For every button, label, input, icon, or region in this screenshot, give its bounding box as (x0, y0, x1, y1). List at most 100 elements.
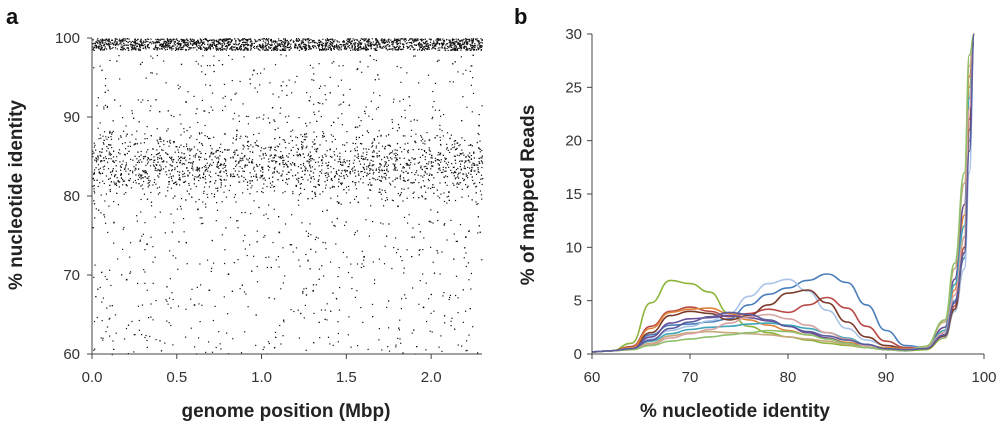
scatter-point (370, 159, 372, 161)
scatter-point (159, 170, 161, 172)
scatter-point (336, 43, 338, 45)
scatter-point (424, 38, 426, 40)
scatter-point (407, 179, 410, 181)
scatter-point (212, 109, 214, 111)
scatter-point (92, 156, 94, 158)
scatter-point (469, 38, 471, 40)
scatter-point (176, 45, 178, 47)
scatter-point (274, 166, 276, 168)
scatter-point (150, 38, 152, 40)
scatter-point (400, 67, 402, 69)
scatter-point (359, 39, 361, 41)
scatter-point (186, 190, 188, 192)
scatter-point (331, 221, 333, 223)
scatter-point (375, 108, 378, 110)
scatter-point (252, 168, 255, 170)
scatter-point (396, 149, 398, 151)
scatter-point (121, 44, 123, 46)
scatter-point (327, 164, 329, 166)
scatter-point (180, 44, 182, 46)
scatter-point (140, 41, 142, 43)
scatter-point (290, 149, 292, 151)
scatter-point (333, 121, 335, 123)
scatter-point (249, 41, 251, 43)
scatter-point (93, 349, 95, 351)
scatter-point (176, 208, 178, 210)
scatter-point (170, 324, 172, 327)
scatter-point (106, 146, 108, 148)
scatter-point (383, 42, 385, 45)
scatter-point (351, 46, 353, 48)
scatter-point (154, 41, 157, 43)
scatter-point (201, 44, 203, 46)
scatter-point (243, 180, 245, 182)
scatter-point (326, 177, 328, 179)
scatter-point (371, 146, 373, 148)
scatter-point (231, 58, 233, 60)
scatter-point (282, 335, 284, 337)
scatter-point (342, 41, 344, 43)
scatter-point (280, 45, 282, 48)
scatter-point (454, 48, 457, 50)
scatter-point (140, 211, 142, 213)
scatter-point (198, 175, 200, 177)
scatter-point (461, 120, 463, 122)
scatter-point (179, 179, 181, 181)
scatter-point (318, 43, 320, 46)
scatter-point (95, 208, 97, 210)
scatter-point (319, 102, 321, 104)
scatter-point (387, 49, 389, 51)
scatter-point (208, 174, 210, 176)
scatter-point (364, 39, 366, 41)
scatter-point (413, 119, 415, 121)
scatter-point (460, 47, 463, 49)
scatter-point (190, 42, 192, 44)
scatter-point (336, 47, 338, 49)
scatter-point (184, 156, 186, 158)
scatter-point (109, 152, 111, 155)
scatter-point (122, 47, 124, 49)
scatter-point (190, 162, 192, 164)
scatter-point (217, 174, 219, 176)
scatter-point (270, 186, 272, 188)
scatter-point (101, 69, 103, 71)
scatter-point (350, 42, 353, 44)
scatter-point (355, 136, 357, 138)
scatter-point (283, 159, 285, 161)
scatter-point (110, 174, 113, 176)
scatter-point (397, 177, 399, 179)
scatter-point (196, 42, 198, 44)
scatter-point (120, 169, 122, 171)
scatter-point (272, 172, 274, 174)
scatter-point (394, 163, 396, 165)
scatter-point (238, 161, 240, 163)
scatter-point (470, 65, 472, 67)
scatter-point (419, 249, 421, 251)
scatter-point (443, 176, 445, 178)
scatter-point (250, 176, 252, 178)
scatter-point (204, 170, 206, 172)
scatter-point (437, 219, 439, 222)
scatter-point (222, 40, 224, 42)
scatter-point (385, 174, 387, 176)
scatter-point (142, 42, 144, 44)
scatter-point (444, 160, 446, 162)
scatter-point (103, 182, 105, 185)
scatter-point (189, 154, 191, 156)
scatter-point (323, 275, 325, 277)
scatter-point (253, 255, 255, 257)
scatter-point (92, 178, 94, 180)
scatter-point (333, 41, 335, 43)
scatter-point (395, 167, 397, 169)
scatter-point (440, 171, 443, 174)
scatter-point (282, 44, 284, 46)
scatter-point (166, 43, 168, 45)
scatter-point (406, 42, 408, 44)
scatter-point (288, 42, 290, 44)
scatter-point (369, 170, 371, 172)
scatter-point (386, 169, 388, 171)
scatter-point (437, 42, 439, 44)
scatter-point (169, 164, 171, 166)
scatter-point (234, 170, 236, 172)
scatter-point (477, 44, 479, 46)
